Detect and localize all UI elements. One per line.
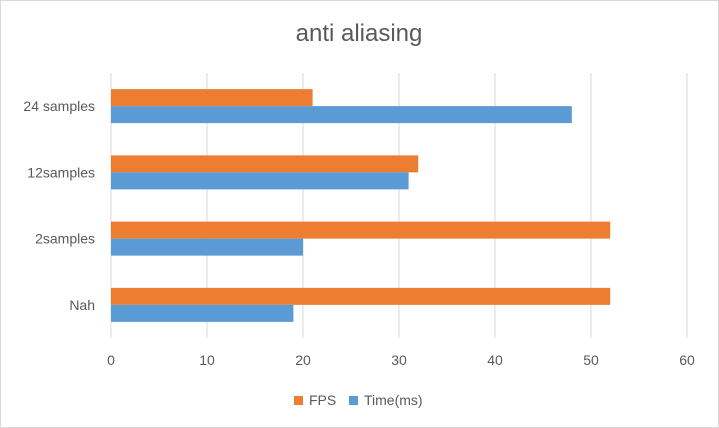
x-tick-label: 40 xyxy=(487,352,503,368)
category-labels: 24 samples 12samples 2samples Nah xyxy=(23,98,95,313)
x-tick-label: 50 xyxy=(583,352,599,368)
bar-fps-2 xyxy=(111,221,611,239)
bar-time-ms--1 xyxy=(111,172,409,190)
bar-fps-0 xyxy=(111,89,313,107)
category-label: 24 samples xyxy=(23,98,95,114)
category-label: 12samples xyxy=(27,164,95,180)
bars xyxy=(111,89,611,322)
category-label: 2samples xyxy=(35,231,95,247)
legend-swatch xyxy=(349,396,358,405)
bar-fps-1 xyxy=(111,155,419,173)
legend-swatch xyxy=(294,396,303,405)
chart-title: anti aliasing xyxy=(296,20,423,47)
bar-time-ms--0 xyxy=(111,106,572,124)
legend-label: FPS xyxy=(309,392,336,408)
bar-time-ms--2 xyxy=(111,238,303,256)
x-tick-label: 20 xyxy=(295,352,311,368)
bar-time-ms--3 xyxy=(111,304,294,322)
bar-fps-3 xyxy=(111,287,611,305)
x-tick-label: 30 xyxy=(391,352,407,368)
x-tick-label: 60 xyxy=(679,352,695,368)
legend: FPS Time(ms) xyxy=(294,392,423,408)
x-tick-label: 10 xyxy=(199,352,215,368)
value-tick-labels: 0 10 20 30 40 50 60 xyxy=(107,352,695,368)
category-label: Nah xyxy=(69,297,95,313)
x-tick-label: 0 xyxy=(107,352,115,368)
legend-label: Time(ms) xyxy=(364,392,423,408)
